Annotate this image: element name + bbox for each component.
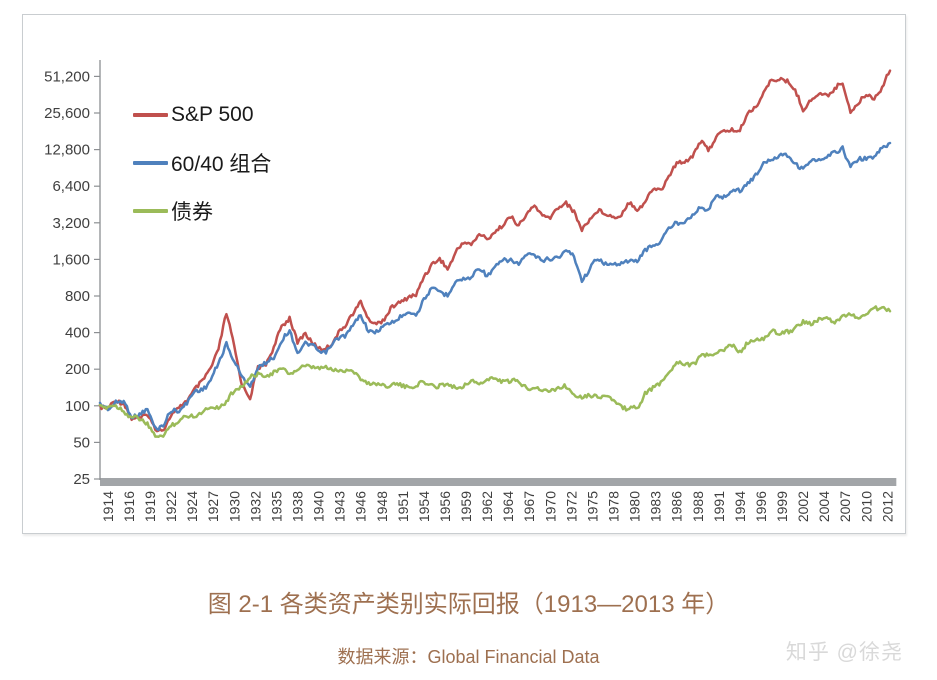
svg-text:1991: 1991 [711, 491, 727, 522]
svg-text:1927: 1927 [205, 491, 221, 522]
chart-legend: S&P 500 60/40 组合 债券 [133, 91, 271, 235]
svg-text:12,800: 12,800 [44, 142, 90, 159]
svg-text:1962: 1962 [479, 491, 495, 522]
svg-text:1994: 1994 [732, 491, 748, 522]
svg-text:1922: 1922 [163, 491, 179, 522]
svg-text:1,600: 1,600 [52, 251, 90, 268]
svg-text:1959: 1959 [458, 491, 474, 522]
svg-text:2004: 2004 [816, 491, 832, 522]
svg-text:1935: 1935 [268, 491, 284, 522]
svg-text:1972: 1972 [563, 491, 579, 522]
svg-text:1938: 1938 [290, 491, 306, 522]
sixty-forty-line-swatch [133, 161, 168, 165]
svg-text:200: 200 [65, 361, 90, 378]
legend-label-sp500: S&P 500 [171, 103, 254, 126]
watermark: 知乎 @徐尧 [785, 641, 903, 664]
svg-text:1916: 1916 [121, 491, 137, 522]
svg-text:1924: 1924 [184, 491, 200, 522]
svg-text:2010: 2010 [858, 491, 874, 522]
svg-text:25: 25 [73, 471, 90, 488]
legend-label-bonds: 债券 [171, 201, 213, 224]
sp500-line-swatch [133, 113, 168, 117]
legend-item-sp500: S&P 500 [133, 91, 271, 139]
svg-text:3,200: 3,200 [52, 215, 90, 232]
asset-returns-plot: 51,200 25,600 12,800 6,400 3,200 1,600 800 400 2… [44, 60, 897, 522]
svg-text:25,600: 25,600 [44, 105, 90, 122]
svg-text:1954: 1954 [416, 491, 432, 522]
svg-text:1964: 1964 [500, 491, 516, 522]
legend-label-6040: 60/40 组合 [171, 153, 272, 176]
svg-text:2007: 2007 [837, 491, 853, 522]
figure-title: 图 2-1 各类资产类别实际回报（1913—2013 年） [207, 591, 730, 618]
svg-text:1999: 1999 [774, 491, 790, 522]
svg-text:50: 50 [73, 434, 90, 451]
svg-text:400: 400 [65, 325, 90, 342]
svg-text:51,200: 51,200 [44, 68, 90, 85]
svg-text:1930: 1930 [226, 491, 242, 522]
svg-text:1919: 1919 [142, 491, 158, 522]
svg-text:800: 800 [65, 288, 90, 305]
svg-text:1951: 1951 [395, 491, 411, 522]
svg-text:2002: 2002 [795, 491, 811, 522]
svg-text:1970: 1970 [542, 491, 558, 522]
svg-text:6,400: 6,400 [52, 178, 90, 195]
svg-text:1978: 1978 [606, 491, 622, 522]
svg-text:1943: 1943 [332, 491, 348, 522]
svg-text:1914: 1914 [100, 491, 116, 522]
svg-text:1988: 1988 [690, 491, 706, 522]
data-source-note: 数据来源：Global Financial Data [337, 647, 600, 667]
svg-text:1996: 1996 [753, 491, 769, 522]
svg-text:1983: 1983 [648, 491, 664, 522]
svg-text:1940: 1940 [311, 491, 327, 522]
svg-text:1975: 1975 [584, 491, 600, 522]
bonds-line-swatch [133, 209, 168, 213]
svg-text:1948: 1948 [374, 491, 390, 522]
svg-text:1946: 1946 [353, 491, 369, 522]
svg-text:2012: 2012 [879, 491, 895, 522]
chart-panel: 51,200 25,600 12,800 6,400 3,200 1,600 800 400 2… [22, 14, 906, 534]
svg-text:100: 100 [65, 398, 90, 415]
svg-text:1967: 1967 [521, 491, 537, 522]
legend-item-bonds: 债券 [133, 187, 271, 235]
svg-text:1956: 1956 [437, 491, 453, 522]
svg-text:1932: 1932 [247, 491, 263, 522]
svg-text:1986: 1986 [669, 491, 685, 522]
svg-text:1980: 1980 [627, 491, 643, 522]
legend-item-6040: 60/40 组合 [133, 139, 271, 187]
